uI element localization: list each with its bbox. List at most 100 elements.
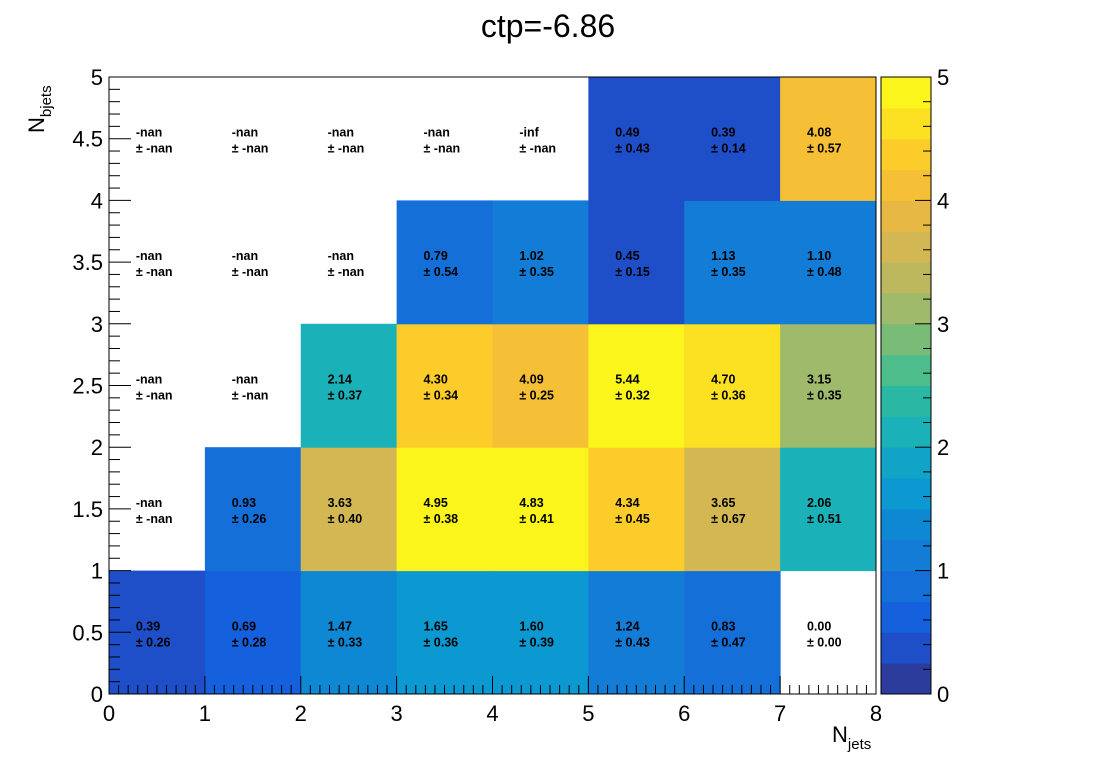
cell-value-label: 2.14 [328,373,352,387]
cell-error-label: ± -nan [136,142,173,156]
cell-value-label: -nan [328,126,354,140]
cell-value-label: 0.93 [232,496,256,510]
y-tick-label: 2.5 [72,374,103,399]
cell-error-label: ± 0.41 [519,512,554,526]
heatmap-cell [204,570,302,695]
color-scale-band [881,138,931,171]
cell-value-label: -nan [136,126,162,140]
heatmap-cell [492,447,589,572]
cell-value-label: 0.39 [136,619,160,633]
y-tick-label: 5 [91,65,103,90]
cell-error-label: ± 0.33 [328,635,363,649]
heatmap-cell [204,447,302,572]
y-tick-label: 2 [91,435,103,460]
cell-error-label: ± 0.36 [423,635,458,649]
heatmap-cell [780,323,877,448]
color-scale-tick-label: 2 [937,435,949,460]
cell-value-label: 0.39 [711,126,735,140]
color-scale-band [881,385,931,417]
color-scale-band [881,292,931,325]
cell-value-label: 1.24 [615,619,639,633]
color-scale-band [881,200,931,232]
cell-error-label: ± 0.34 [423,389,458,403]
cell-error-label: ± 0.43 [615,142,650,156]
x-tick-label: 7 [774,701,786,726]
cell-error-label: ± 0.47 [711,635,746,649]
color-scale-tick-label: 4 [937,188,949,213]
color-scale [881,77,931,695]
cell-error-label: ± 0.57 [807,142,842,156]
cell-value-label: 4.34 [615,496,639,510]
cell-error-label: ± 0.14 [711,142,746,156]
x-tick-label: 6 [678,701,690,726]
cell-value-label: 4.83 [519,496,543,510]
cell-error-label: ± -nan [232,265,269,279]
cell-error-label: ± 0.51 [807,512,842,526]
color-scale-band [881,478,931,510]
cell-value-label: 0.69 [232,619,256,633]
cell-value-label: 4.08 [807,126,831,140]
color-scale-band [881,632,931,664]
y-tick-label: 3.5 [72,250,103,275]
x-axis: 0 1 2 3 4 5 6 7 8 [103,676,882,726]
cell-value-label: 3.63 [328,496,352,510]
cell-error-label: ± 0.43 [615,635,650,649]
cell-error-label: ± 0.35 [519,265,554,279]
color-scale-band [881,601,931,633]
color-scale-band [881,354,931,386]
x-tick-label: 5 [582,701,594,726]
color-scale-band [881,508,931,541]
color-scale-tick-label: 1 [937,559,949,584]
cell-error-label: ± 0.37 [328,389,363,403]
cell-error-label: ± -nan [328,265,365,279]
x-axis-label: Njets [832,722,871,753]
heatmap-cell [300,570,398,695]
heatmap-cell [396,447,493,572]
cell-labels: 0.39 ± 0.26 0.69 ± 0.28 1.47 ± 0.33 1.65 ± 0.36… [136,126,842,650]
heatmap-cell [684,447,781,572]
heatmap-cell [492,570,589,695]
cell-value-label: 1.60 [519,619,543,633]
x-tick-label: 2 [295,701,307,726]
heatmap-cell [588,200,685,325]
heatmap-cell [300,323,398,448]
cell-value-label: -nan [232,126,258,140]
cell-error-label: ± 0.26 [232,512,267,526]
x-tick-label: 1 [199,701,211,726]
cell-error-label: ± 0.35 [807,389,842,403]
cell-error-label: ± 0.00 [807,635,842,649]
y-tick-label: 4 [91,188,103,213]
cell-error-label: ± -nan [328,142,365,156]
heatmap-cell [684,323,781,448]
cell-error-label: ± 0.40 [328,512,363,526]
heatmap-cell [780,77,877,201]
heatmap-cell [684,200,781,325]
color-scale-band [881,570,931,602]
y-tick-label: 1.5 [72,497,103,522]
x-tick-label: 0 [103,701,115,726]
cell-value-label: -nan [423,126,449,140]
heatmap-cells [109,77,877,695]
cell-error-label: ± -nan [136,389,173,403]
heatmap-cell [588,77,685,201]
color-scale-band [881,323,931,356]
cell-value-label: 0.00 [807,619,831,633]
cell-error-label: ± -nan [519,142,556,156]
cell-error-label: ± 0.38 [423,512,458,526]
cell-value-label: -nan [328,249,354,263]
heatmap-cell [396,570,493,695]
color-scale-band [881,169,931,201]
cell-error-label: ± 0.25 [519,389,554,403]
cell-error-label: ± 0.28 [232,635,267,649]
cell-error-label: ± -nan [232,142,269,156]
color-scale-band [881,107,931,140]
cell-value-label: 0.83 [711,619,735,633]
cell-value-label: 0.45 [615,249,639,263]
color-scale-band [881,416,931,448]
x-tick-label: 4 [486,701,498,726]
heatmap-cell [492,200,589,325]
color-scale-band [881,539,931,572]
color-scale-axis: 0 1 2 3 4 5 [915,65,949,707]
cell-error-label: ± -nan [423,142,460,156]
